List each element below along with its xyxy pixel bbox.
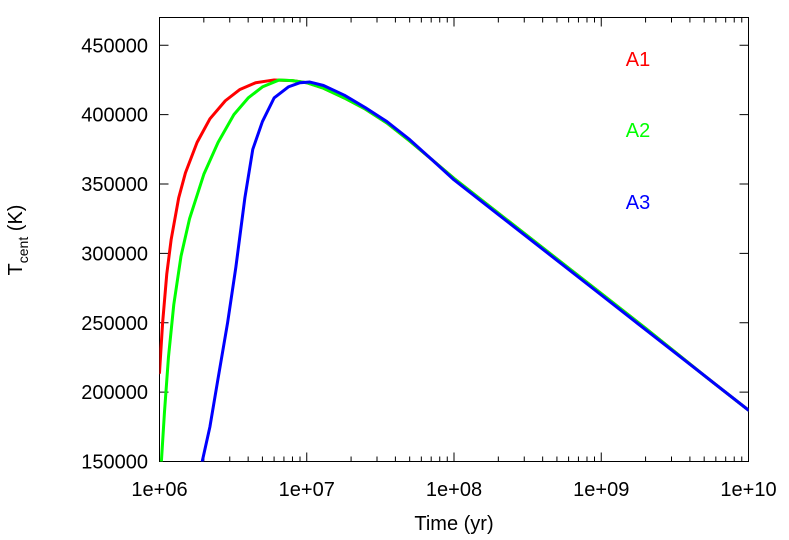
legend-label-a1: A1 bbox=[626, 49, 650, 71]
y-tick-label: 200000 bbox=[81, 382, 148, 404]
x-tick-label: 1e+09 bbox=[573, 479, 629, 501]
series-line-a2 bbox=[159, 78, 749, 462]
y-tick-label: 450000 bbox=[81, 35, 148, 57]
y-axis-label-sub: cent bbox=[15, 237, 31, 264]
x-axis-label: Time (yr) bbox=[414, 513, 493, 535]
legend: A1 A2 A3 bbox=[626, 49, 650, 214]
x-tick-label: 1e+10 bbox=[720, 479, 776, 501]
y-axis-label-main: T bbox=[5, 263, 27, 275]
series-lines bbox=[159, 78, 749, 462]
series-line-a3 bbox=[200, 80, 749, 462]
series-line-a1 bbox=[159, 78, 749, 412]
y-axis-label: Tcent (K) bbox=[5, 205, 31, 276]
y-tick-label: 150000 bbox=[81, 452, 148, 474]
y-tick-label: 400000 bbox=[81, 105, 148, 127]
axis-ticks bbox=[159, 17, 749, 462]
y-tick-label: 350000 bbox=[81, 174, 148, 196]
axis-tick-labels: 1e+06 1e+07 1e+08 1e+09 1e+10 150000 200000 250… bbox=[81, 35, 776, 501]
x-tick-label: 1e+06 bbox=[131, 479, 187, 501]
plot-frame bbox=[159, 17, 749, 462]
y-tick-label: 300000 bbox=[81, 243, 148, 265]
legend-label-a2: A2 bbox=[626, 120, 650, 142]
legend-label-a3: A3 bbox=[626, 192, 650, 214]
y-tick-label: 250000 bbox=[81, 313, 148, 335]
x-tick-label: 1e+08 bbox=[426, 479, 482, 501]
x-tick-label: 1e+07 bbox=[279, 479, 335, 501]
y-axis-label-unit: (K) bbox=[5, 205, 27, 237]
